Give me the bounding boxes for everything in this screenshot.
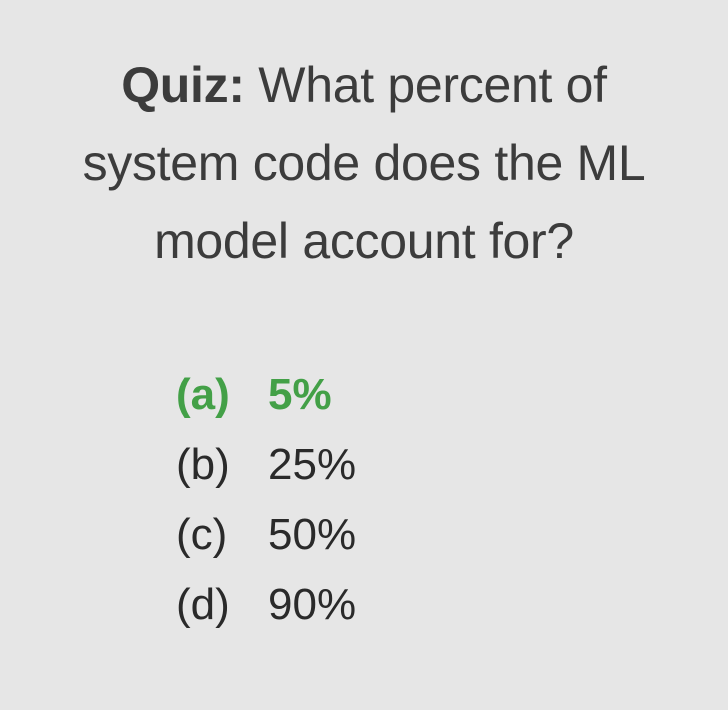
quiz-label: Quiz: — [121, 57, 245, 113]
option-a: (a) 5% — [176, 360, 356, 430]
question-text-1: What percent of — [258, 57, 607, 113]
option-text: 50% — [268, 510, 357, 559]
question-line-2: system code does the ML — [82, 135, 646, 191]
option-letter: (d) — [176, 580, 230, 629]
option-letter: (b) — [176, 440, 230, 489]
option-text: 25% — [268, 440, 357, 489]
option-b: (b) 25% — [176, 430, 356, 500]
answer-options: (a) 5% (b) 25% (c) 50% (d) 90% — [176, 360, 356, 640]
option-letter: (c) — [176, 510, 228, 559]
option-text: 5% — [268, 370, 332, 419]
option-letter: (a) — [176, 370, 230, 419]
option-text: 90% — [268, 580, 357, 629]
question-line-1: Quiz: What percent of — [0, 46, 728, 124]
question-line-3: model account for? — [154, 213, 574, 269]
option-c: (c) 50% — [176, 500, 356, 570]
quiz-question: Quiz: What percent of system code does t… — [0, 46, 728, 280]
option-d: (d) 90% — [176, 570, 356, 640]
